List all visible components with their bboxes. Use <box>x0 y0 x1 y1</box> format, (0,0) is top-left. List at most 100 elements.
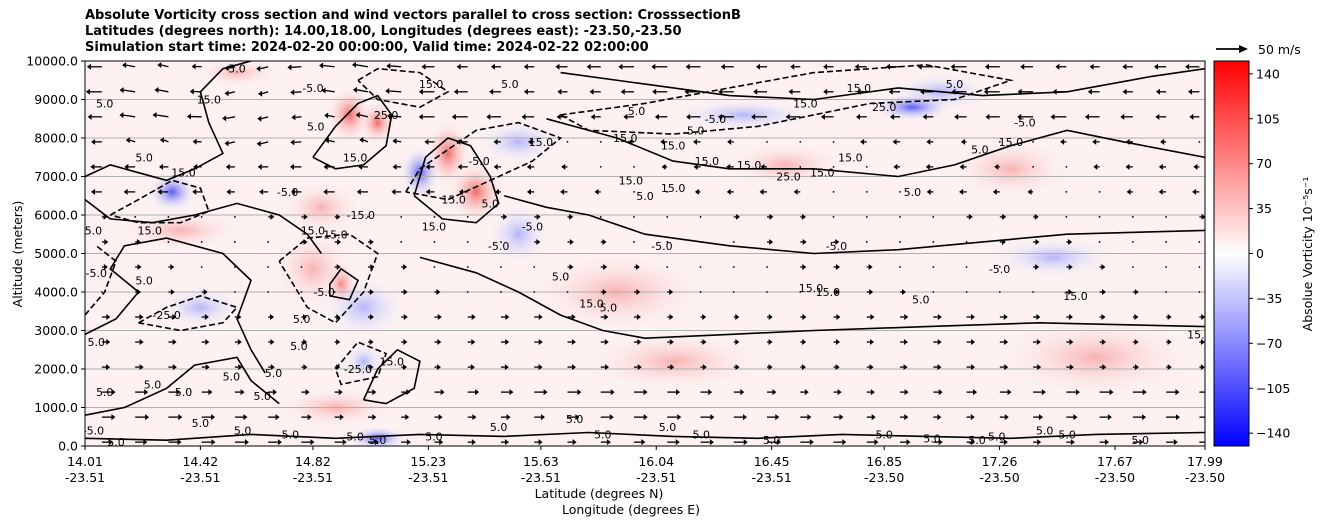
wind-vector <box>699 291 702 293</box>
wind-vector-head <box>406 439 411 446</box>
y-tick-label: 7000.0 <box>34 169 78 184</box>
wind-vector-head <box>226 188 231 195</box>
wind-vector-head <box>290 139 295 146</box>
wind-vector-head <box>291 114 296 121</box>
wind-vector-head <box>178 414 183 421</box>
wind-vector-head <box>540 414 545 421</box>
contour-label: 5.0 <box>175 386 193 399</box>
wind-vector <box>699 216 702 218</box>
wind-vector-head <box>602 289 607 295</box>
x-tick-label-lon: -23.50 <box>979 470 1019 485</box>
wind-vector-head <box>192 138 197 145</box>
wind-vector-head <box>256 140 261 147</box>
wind-vector <box>123 89 136 93</box>
wind-vector-head <box>904 414 909 421</box>
wind-vector <box>1032 291 1034 293</box>
wind-vector-head <box>590 113 595 120</box>
wind-vector-head <box>538 364 543 371</box>
wind-vector <box>267 241 270 243</box>
contour-label: 5.0 <box>923 432 941 445</box>
wind-vector <box>500 241 502 243</box>
wind-vector-head <box>290 188 295 195</box>
wind-vector <box>865 241 868 243</box>
wind-vector-head <box>172 364 177 371</box>
positive-contour <box>362 348 421 405</box>
wind-vector <box>367 216 369 218</box>
wind-vector-head <box>569 238 574 245</box>
wind-vector-head <box>1035 238 1040 245</box>
wind-vector-head <box>835 364 840 371</box>
wind-vector <box>359 114 369 118</box>
wind-vector <box>599 165 602 168</box>
wind-vector-head <box>505 314 510 321</box>
wind-vector-head <box>1073 414 1078 421</box>
wind-vector-head <box>938 439 943 446</box>
wind-vector-head <box>870 314 875 321</box>
wind-vector-head <box>636 289 641 295</box>
contour-label: 15.0 <box>529 136 554 149</box>
wind-vector <box>226 116 236 119</box>
wind-vector-head <box>802 263 807 270</box>
contour-label: 15.0 <box>579 298 604 311</box>
wind-vector-head <box>324 137 329 144</box>
wind-vector-head <box>569 263 574 270</box>
wind-vector-head <box>403 364 408 371</box>
wind-vector-head <box>1188 88 1193 95</box>
contour-label: 25.0 <box>872 101 897 114</box>
contour-label: 5.0 <box>290 340 308 353</box>
wind-vector-head <box>122 62 127 69</box>
wind-vector-head <box>635 263 640 270</box>
contour-label: 15.0 <box>419 78 444 91</box>
wind-vector-head <box>137 289 142 295</box>
wind-vector-head <box>759 188 764 195</box>
wind-vector-head <box>104 238 109 245</box>
wind-vector-head <box>1134 314 1139 321</box>
x-tick-label-lat: 14.42 <box>182 454 218 469</box>
wind-vector-head <box>336 314 341 321</box>
wind-vector <box>300 291 303 293</box>
wind-vector-head <box>355 111 360 118</box>
wind-vector-head <box>556 113 561 120</box>
wind-vector-head <box>937 339 942 346</box>
wind-vector-head <box>735 364 740 371</box>
wind-vector-head <box>159 163 164 170</box>
wind-vector-head <box>669 289 674 295</box>
wind-vector <box>400 241 403 243</box>
wind-vector-head <box>336 364 341 371</box>
wind-vector <box>228 91 236 94</box>
wind-vector <box>390 65 402 68</box>
wind-vector-head <box>303 364 308 371</box>
contour-label: 5.0 <box>763 434 781 447</box>
wind-vector <box>234 241 236 243</box>
wind-vector <box>965 266 968 268</box>
wind-vector-head <box>125 137 130 144</box>
wind-vector <box>599 140 602 143</box>
wind-vector-head <box>937 314 942 321</box>
colorbar-ticks: 140 105 70 35 0 −35 −70 −105 −140 <box>1249 66 1290 441</box>
wind-vector-head <box>386 113 391 120</box>
y-tick-label: 9000.0 <box>34 92 78 107</box>
wind-vector <box>932 216 935 218</box>
wind-vector-head <box>526 188 531 195</box>
wind-vector-head <box>205 364 210 371</box>
contour-label: 15.0 <box>847 82 872 95</box>
wind-vector-head <box>172 339 177 346</box>
wind-vector-head <box>157 61 162 68</box>
wind-vectors <box>85 61 1212 446</box>
wind-vector-head <box>984 63 989 70</box>
contour-label: 5.0 <box>971 144 989 157</box>
wind-vector <box>1098 216 1101 218</box>
contour-label: 5.0 <box>693 428 711 441</box>
wind-vector-head <box>211 414 216 421</box>
vorticity-patch <box>160 287 241 328</box>
wind-vector-head <box>1208 389 1212 395</box>
contour-label: 15.0 <box>323 228 348 241</box>
wind-vector-head <box>869 339 874 346</box>
wind-vector-head <box>1125 138 1130 145</box>
wind-vector-head <box>1004 364 1009 371</box>
wind-vector-head <box>486 113 491 120</box>
contour-label: 15.0 <box>422 221 447 234</box>
wind-vector-head <box>684 88 689 95</box>
contour-label: 15.0 <box>999 136 1024 149</box>
contour-label: -5.0 <box>522 221 543 234</box>
